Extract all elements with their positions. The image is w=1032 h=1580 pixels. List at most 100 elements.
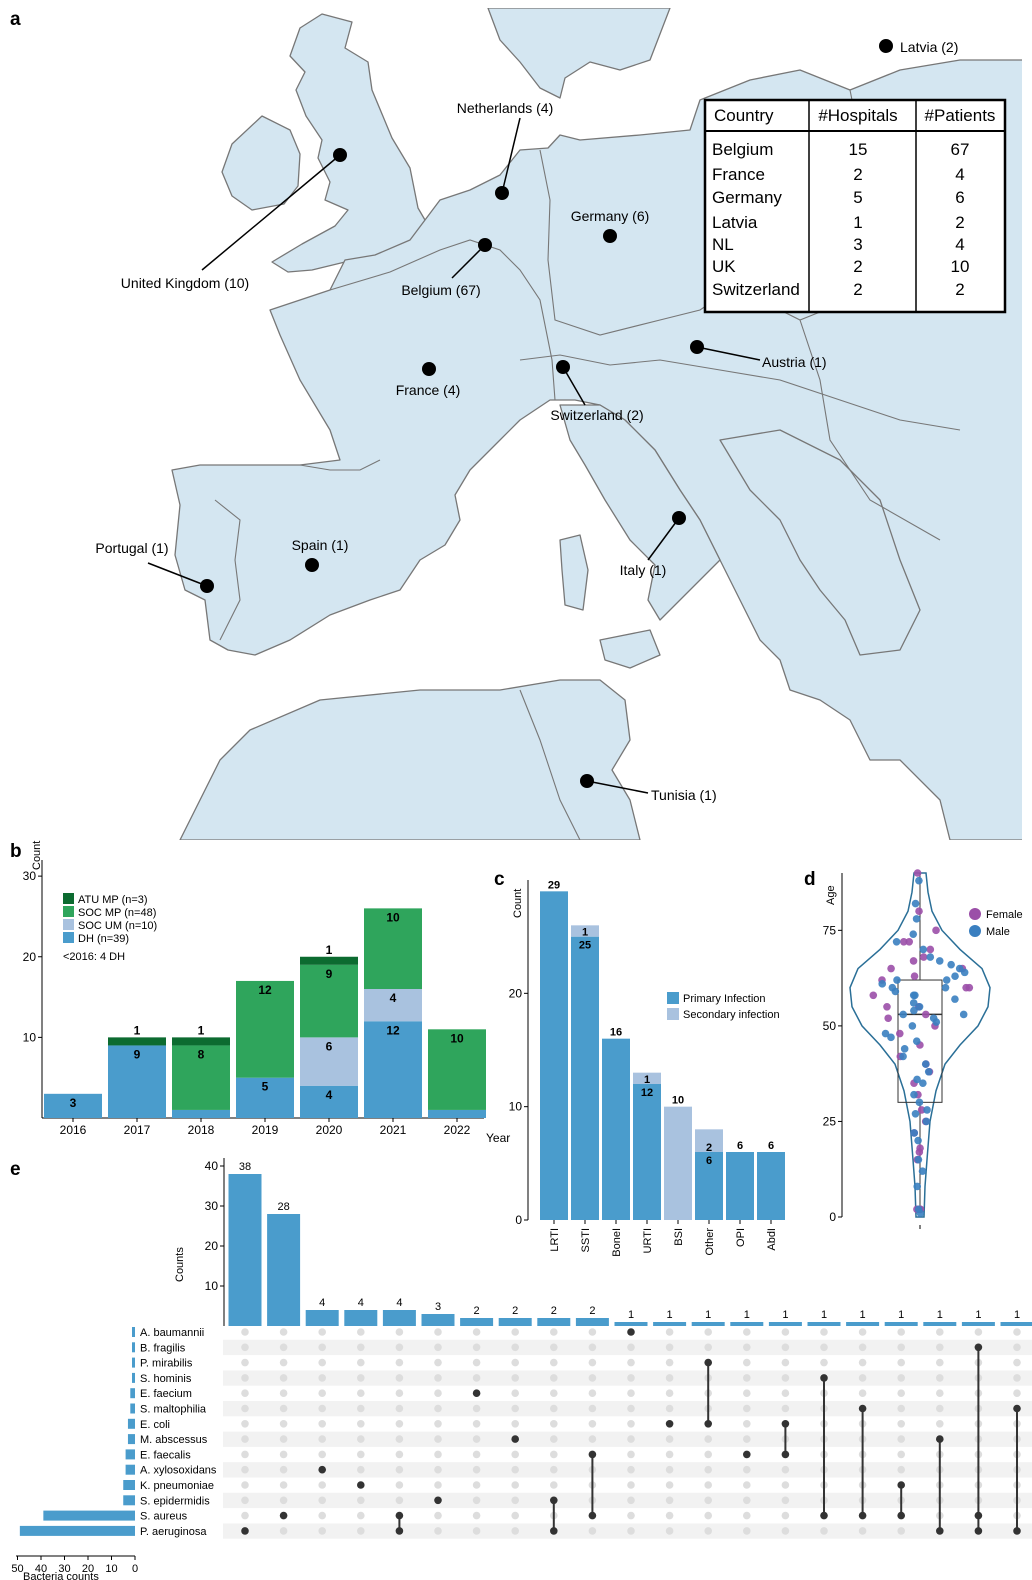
matrix-dot-off <box>318 1450 327 1459</box>
intersection-bar <box>768 1322 802 1326</box>
y-axis-label: Age <box>825 885 837 905</box>
matrix-dot-off <box>743 1389 751 1397</box>
matrix-dot-off <box>743 1358 751 1367</box>
legend-swatch <box>969 908 981 920</box>
age-point <box>910 1006 918 1015</box>
matrix-dot-off <box>897 1343 905 1352</box>
matrix-dot-off <box>395 1328 404 1336</box>
y-tick-label: 10 <box>509 1100 523 1114</box>
set-size-bar <box>127 1418 135 1429</box>
legend-label: Secondary infection <box>683 1009 780 1021</box>
matrix-dot-off <box>395 1389 404 1397</box>
age-point <box>914 1205 923 1214</box>
set-size-bar <box>130 1403 135 1414</box>
age-point <box>893 976 901 984</box>
matrix-dot-off <box>241 1328 249 1336</box>
age-point <box>932 926 940 935</box>
map-border-west <box>329 239 556 401</box>
matrix-dot-off <box>974 1328 983 1336</box>
intersection-bar <box>807 1322 841 1326</box>
set-name-label: A. xylosoxidans <box>140 1465 217 1477</box>
matrix-dot-off <box>279 1465 288 1474</box>
set-size-bar <box>132 1372 135 1383</box>
age-point <box>869 991 878 1000</box>
legend-label: Female <box>986 909 1023 921</box>
matrix-dot-on <box>318 1465 327 1474</box>
matrix-dot-off <box>241 1358 249 1367</box>
matrix-dot-off <box>665 1481 674 1489</box>
bar-value-label: 4 <box>326 1088 333 1102</box>
map-marker-label: Germany (6) <box>571 208 650 224</box>
map-border-pyrenees <box>299 459 381 471</box>
age-point <box>899 938 908 946</box>
table-cell: 67 <box>951 140 970 159</box>
set-name-label: S. hominis <box>140 1373 192 1385</box>
matrix-dot-off <box>704 1328 712 1336</box>
bar-value-label: 6 <box>737 1140 743 1152</box>
matrix-dot-off <box>318 1496 327 1505</box>
bar-value-label: 8 <box>198 1047 205 1061</box>
matrix-dot-off <box>897 1527 905 1535</box>
set-name-label: M. abscessus <box>140 1434 208 1446</box>
matrix-dot-off <box>511 1496 519 1505</box>
map-marker-label: Switzerland (2) <box>550 407 643 423</box>
matrix-dot-off <box>665 1511 674 1520</box>
bar-segment <box>695 1152 723 1220</box>
table-cell: 15 <box>849 140 868 159</box>
marker-leader <box>451 244 486 279</box>
age-point <box>947 960 955 969</box>
intersection-value-label: 4 <box>358 1297 364 1309</box>
legend-label: SOC UM (n=10) <box>78 920 157 932</box>
legend-label: Male <box>986 926 1010 938</box>
matrix-dot-off <box>1013 1358 1021 1367</box>
matrix-dot-off <box>279 1496 288 1505</box>
matrix-dot-off <box>858 1527 867 1535</box>
intersection-value-label: 2 <box>551 1305 557 1317</box>
set-name-label: S. aureus <box>140 1511 188 1523</box>
table-cell: 10 <box>951 257 970 276</box>
matrix-dot-off <box>434 1389 442 1397</box>
age-point <box>922 1117 931 1126</box>
set-tick-label: 20 <box>82 1563 94 1575</box>
legend-swatch <box>63 906 74 917</box>
intersection-value-label: 4 <box>396 1297 402 1309</box>
map-marker-label: Italy (1) <box>620 562 667 578</box>
matrix-dot-off <box>704 1527 712 1535</box>
bar-value-label: 6 <box>768 1140 774 1152</box>
matrix-dot-off <box>472 1527 481 1535</box>
set-name-label: E. coli <box>140 1419 170 1431</box>
matrix-dot-off <box>357 1328 365 1336</box>
matrix-dot-off <box>781 1527 790 1535</box>
bar-segment <box>172 1037 230 1046</box>
table-cell: 2 <box>853 165 862 184</box>
matrix-dot-off <box>936 1374 944 1382</box>
matrix-dot-off <box>781 1481 790 1489</box>
table-cell: Belgium <box>712 140 773 159</box>
bar-segment <box>428 1109 486 1118</box>
matrix-dot-off <box>743 1481 751 1489</box>
age-point <box>951 995 959 1003</box>
matrix-dot-on <box>936 1435 944 1443</box>
matrix-dot-off <box>241 1420 249 1428</box>
table-header: #Hospitals <box>818 106 897 125</box>
legend-swatch <box>63 932 74 943</box>
matrix-dot-off <box>704 1511 712 1520</box>
map-great-britain <box>271 13 433 273</box>
panel-label-a: a <box>10 9 21 30</box>
set-size-bar <box>132 1342 135 1353</box>
age-point <box>914 1155 923 1164</box>
bar-segment <box>364 989 422 1022</box>
matrix-dot-off <box>665 1328 674 1336</box>
matrix-dot-off <box>550 1374 558 1382</box>
matrix-dot-off <box>665 1389 674 1397</box>
age-point <box>965 983 974 992</box>
matrix-dot-off <box>241 1343 249 1352</box>
matrix-dot-off <box>472 1374 481 1382</box>
age-point <box>908 1022 917 1030</box>
bar-segment <box>633 1084 661 1220</box>
matrix-dot-off <box>318 1374 327 1382</box>
marker-leader <box>147 562 208 587</box>
matrix-dot-off <box>357 1358 365 1367</box>
matrix-dot-off <box>743 1496 751 1505</box>
